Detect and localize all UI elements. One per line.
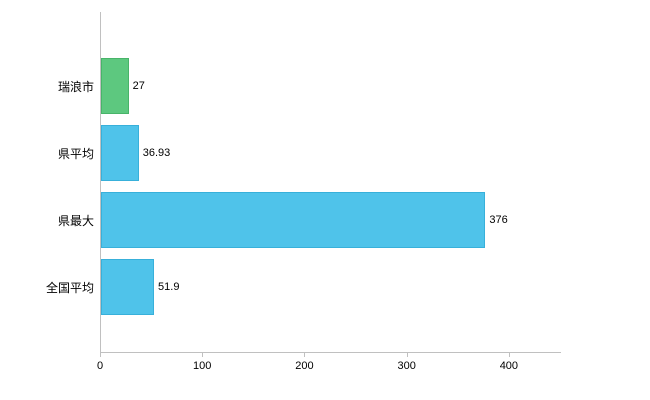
x-tick-label: 400 [499, 360, 519, 372]
x-tick-label: 100 [193, 360, 212, 372]
bar [101, 192, 486, 248]
category-label: 県最大 [57, 213, 94, 228]
bar [101, 259, 155, 315]
bar-value-label: 51.9 [158, 281, 180, 293]
bar-value-label: 27 [132, 80, 145, 92]
category-label: 全国平均 [45, 280, 94, 295]
x-tick-label: 300 [397, 360, 416, 372]
bar [101, 125, 139, 181]
y-axis-line [100, 12, 101, 352]
x-tick-mark [508, 352, 510, 357]
bar-value-label: 376 [489, 214, 508, 226]
category-label: 瑞浪市 [57, 79, 94, 94]
x-tick-mark [202, 352, 204, 357]
x-tick-mark [304, 352, 306, 357]
bar [101, 58, 129, 114]
x-axis-line [100, 352, 561, 353]
x-tick-mark [406, 352, 408, 357]
bar-value-label: 36.93 [142, 147, 171, 159]
category-label: 県平均 [57, 146, 94, 161]
x-tick-mark [100, 352, 101, 357]
x-tick-label: 0 [96, 360, 104, 372]
x-tick-label: 200 [295, 360, 314, 372]
